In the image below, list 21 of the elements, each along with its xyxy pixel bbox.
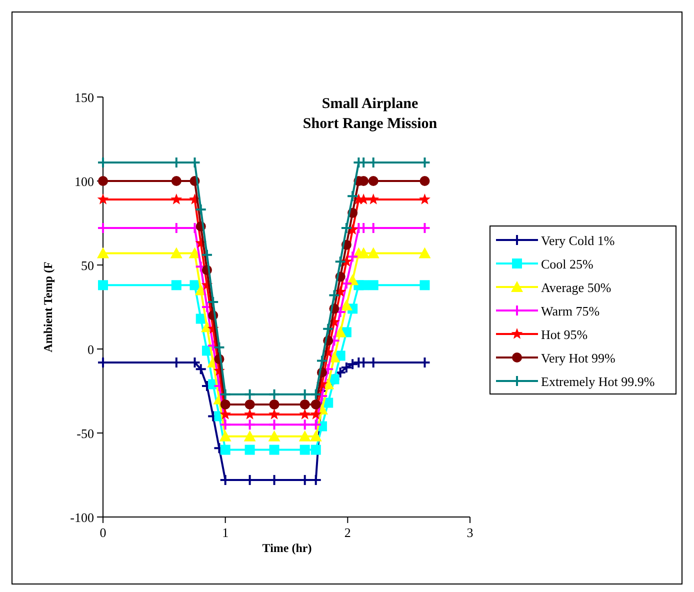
y-tick-label: -100 <box>70 510 94 525</box>
y-tick-label: 150 <box>74 90 94 105</box>
legend-label: Hot 95% <box>541 327 588 342</box>
legend-label: Very Cold 1% <box>541 233 615 248</box>
legend-label: Cool 25% <box>541 256 594 272</box>
x-tick-label: 3 <box>466 525 474 540</box>
y-axis-title: Ambient Temp (F <box>41 262 55 352</box>
chart-title: Small Airplane <box>322 96 418 112</box>
y-tick-label: 0 <box>88 342 94 357</box>
y-tick-label: -50 <box>76 426 94 441</box>
text: Short Range Mission <box>302 116 438 132</box>
y-tick-label: 100 <box>74 174 94 189</box>
x-tick-label: 0 <box>100 525 106 540</box>
legend-label: Average 50% <box>541 280 612 295</box>
y-tick-label: 50 <box>81 258 94 273</box>
x-tick-label: 1 <box>222 525 229 540</box>
x-axis-title: Time (hr) <box>262 541 312 555</box>
x-tick-label: 2 <box>344 525 351 540</box>
legend-label: Very Hot 99% <box>541 350 616 366</box>
legend-label: Warm 75% <box>541 304 600 318</box>
legend-label: Extremely Hot 99.9% <box>541 374 655 389</box>
